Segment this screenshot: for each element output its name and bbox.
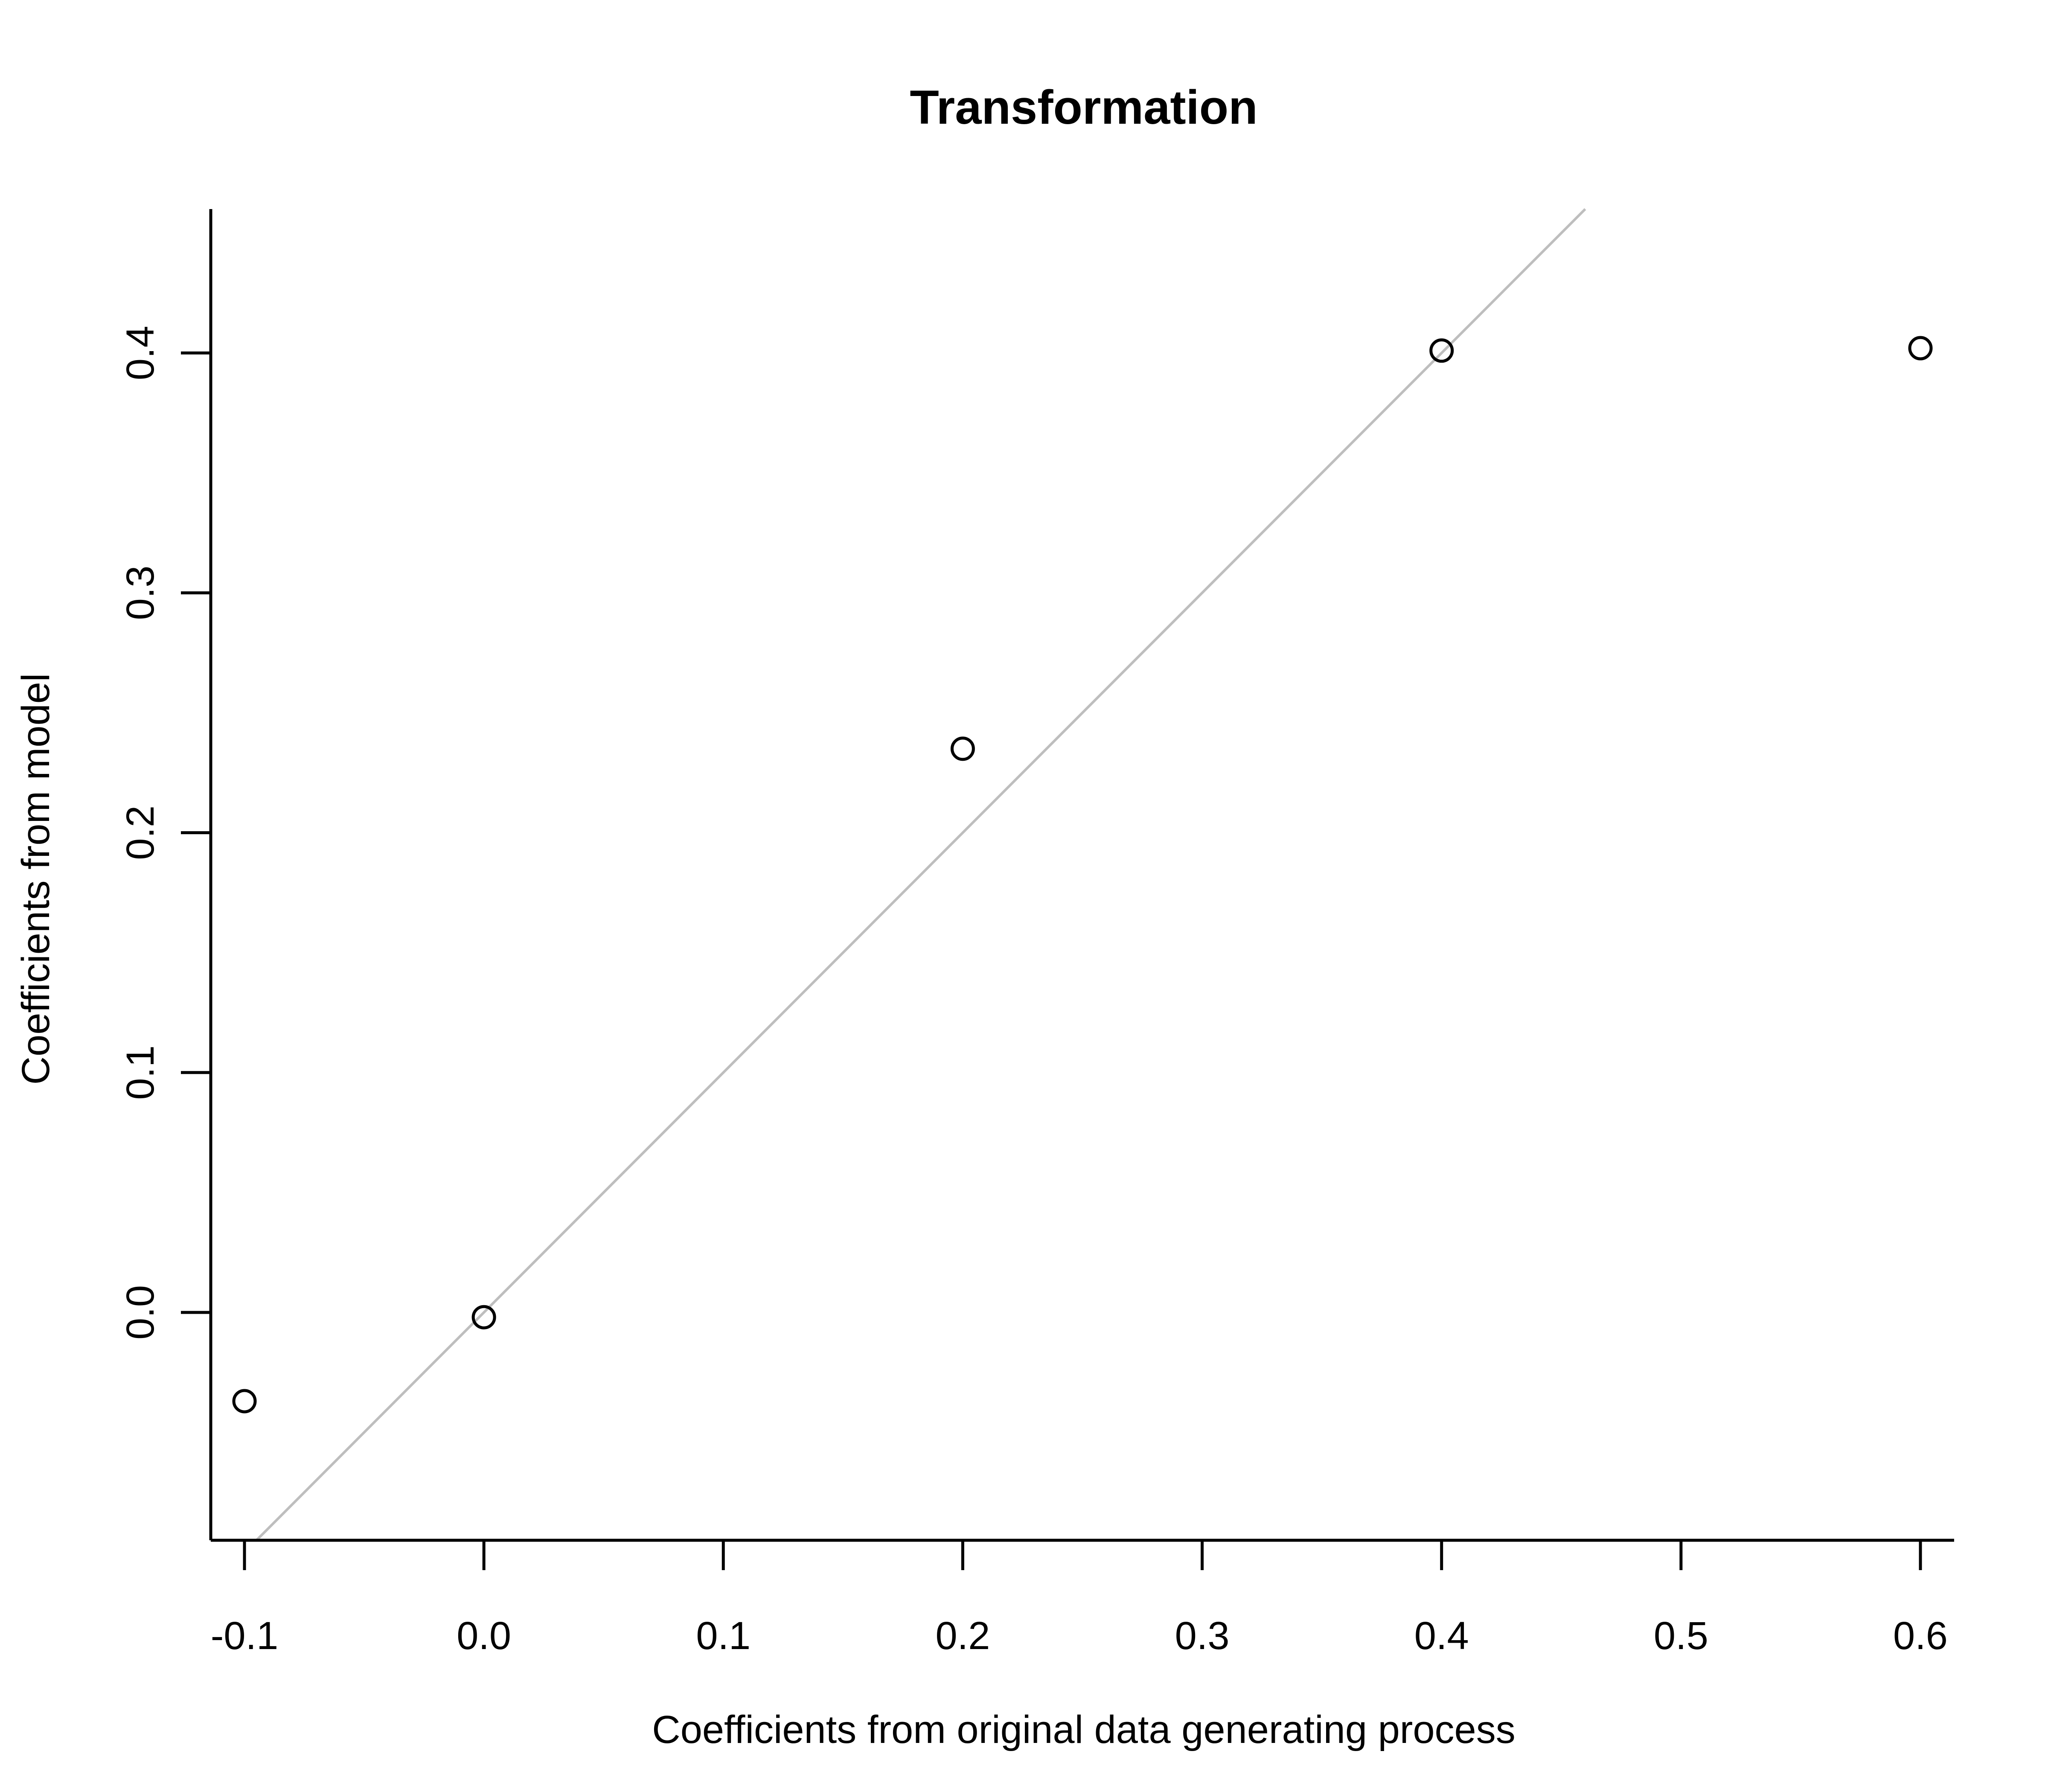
x-axis: -0.1 0.0 0.1 0.2 0.3 0.4 0.5 0.6 bbox=[211, 1539, 1954, 1658]
x-tick-label: 0.0 bbox=[457, 1614, 511, 1658]
x-tick-label: 0.5 bbox=[1654, 1614, 1708, 1658]
y-tick-label: 0.4 bbox=[119, 326, 162, 380]
data-point bbox=[950, 736, 975, 761]
y-tick-label: 0.2 bbox=[119, 806, 162, 860]
data-point bbox=[232, 1389, 257, 1414]
data-point bbox=[471, 1305, 496, 1329]
reference-line-group bbox=[255, 208, 1586, 1542]
x-tick-label: 0.4 bbox=[1414, 1614, 1469, 1658]
x-tick-label: 0.1 bbox=[696, 1614, 751, 1658]
reference-line bbox=[255, 208, 1586, 1542]
x-tick-label: 0.2 bbox=[935, 1614, 990, 1658]
y-tick-label: 0.0 bbox=[119, 1285, 162, 1340]
points-group bbox=[232, 336, 1933, 1414]
x-axis-label: Coefficients from original data generati… bbox=[652, 1708, 1515, 1751]
y-axis-label: Coefficients from model bbox=[14, 673, 58, 1085]
y-tick-label: 0.1 bbox=[119, 1045, 162, 1100]
y-axis: 0.0 0.1 0.2 0.3 0.4 bbox=[119, 209, 212, 1540]
chart-title: Transformation bbox=[910, 81, 1257, 134]
x-tick-label: 0.3 bbox=[1175, 1614, 1230, 1658]
x-tick-label: -0.1 bbox=[211, 1614, 279, 1658]
y-tick-label: 0.3 bbox=[119, 566, 162, 620]
x-tick-label: 0.6 bbox=[1893, 1614, 1948, 1658]
data-point bbox=[1429, 338, 1454, 363]
data-point bbox=[1908, 336, 1933, 361]
